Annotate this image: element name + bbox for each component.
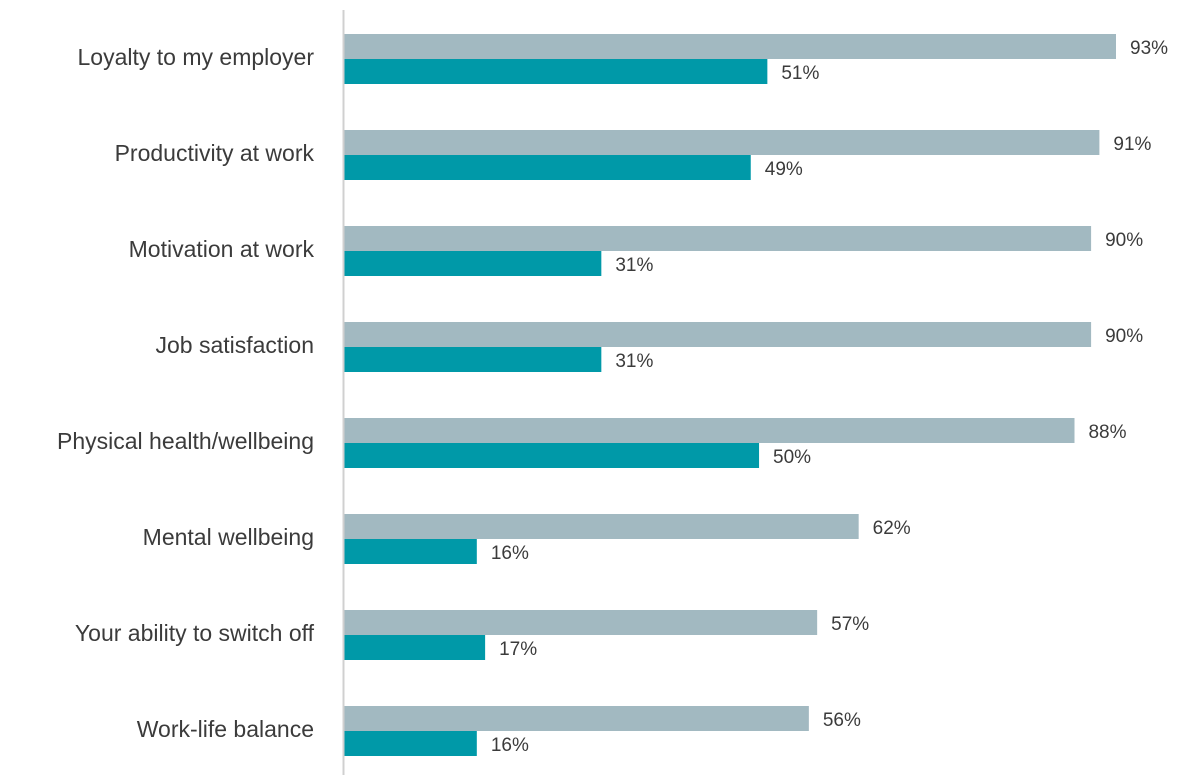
category-label-productivity-at-work: Productivity at work [115, 140, 315, 166]
value-label-your-ability-to-switch-off-series-1: 57% [831, 614, 869, 635]
value-label-job-satisfaction-series-2: 31% [615, 351, 653, 372]
value-label-your-ability-to-switch-off-series-2: 17% [499, 639, 537, 660]
bar-productivity-at-work-series-2 [344, 155, 751, 180]
bar-motivation-at-work-series-2 [344, 251, 602, 276]
bar-physical-health-wellbeing-series-2 [344, 443, 760, 468]
bar-job-satisfaction-series-1 [344, 322, 1092, 347]
bar-physical-health-wellbeing-series-1 [344, 418, 1075, 443]
value-label-mental-wellbeing-series-2: 16% [491, 543, 529, 564]
value-label-motivation-at-work-series-1: 90% [1105, 230, 1143, 251]
bar-your-ability-to-switch-off-series-1 [344, 610, 818, 635]
value-label-physical-health-wellbeing-series-2: 50% [773, 447, 811, 468]
category-label-work-life-balance: Work-life balance [137, 716, 314, 742]
bar-mental-wellbeing-series-1 [344, 514, 859, 539]
category-label-your-ability-to-switch-off: Your ability to switch off [75, 620, 315, 646]
value-label-motivation-at-work-series-2: 31% [615, 255, 653, 276]
value-label-loyalty-to-my-employer-series-2: 51% [781, 63, 819, 84]
value-label-mental-wellbeing-series-1: 62% [873, 518, 911, 539]
bar-mental-wellbeing-series-2 [344, 539, 477, 564]
labels-layer: Loyalty to my employer 93% 51% Productivity… [57, 38, 1168, 756]
value-label-productivity-at-work-series-2: 49% [765, 159, 803, 180]
category-label-physical-health-wellbeing: Physical health/wellbeing [57, 428, 314, 454]
value-label-productivity-at-work-series-1: 91% [1113, 134, 1151, 155]
bar-work-life-balance-series-2 [344, 731, 477, 756]
bar-loyalty-to-my-employer-series-1 [344, 34, 1116, 59]
value-label-physical-health-wellbeing-series-1: 88% [1088, 422, 1126, 443]
bar-job-satisfaction-series-2 [344, 347, 602, 372]
value-label-work-life-balance-series-1: 56% [823, 710, 861, 731]
value-label-work-life-balance-series-2: 16% [491, 735, 529, 756]
bar-motivation-at-work-series-1 [344, 226, 1092, 251]
category-label-mental-wellbeing: Mental wellbeing [143, 524, 314, 550]
value-label-job-satisfaction-series-1: 90% [1105, 326, 1143, 347]
bar-loyalty-to-my-employer-series-2 [344, 59, 768, 84]
bar-work-life-balance-series-1 [344, 706, 809, 731]
category-label-loyalty-to-my-employer: Loyalty to my employer [78, 44, 315, 70]
bar-your-ability-to-switch-off-series-2 [344, 635, 486, 660]
category-label-job-satisfaction: Job satisfaction [155, 332, 314, 358]
bar-productivity-at-work-series-1 [344, 130, 1100, 155]
category-label-motivation-at-work: Motivation at work [129, 236, 315, 262]
bars-layer [344, 34, 1116, 756]
value-label-loyalty-to-my-employer-series-1: 93% [1130, 38, 1168, 59]
